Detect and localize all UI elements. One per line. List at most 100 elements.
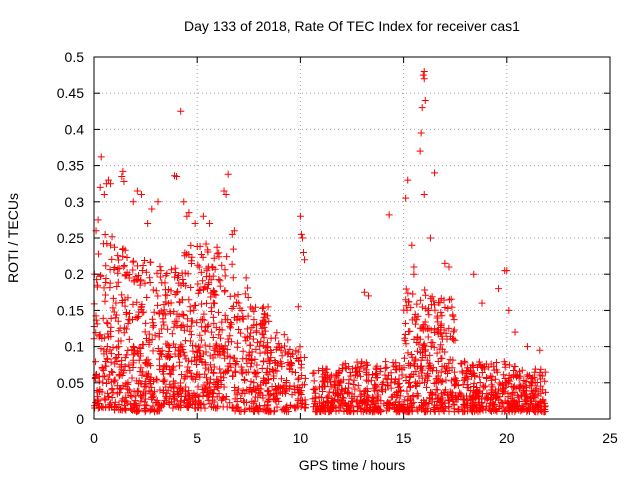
data-point bbox=[436, 345, 444, 353]
data-point bbox=[92, 329, 100, 337]
data-point bbox=[155, 329, 163, 337]
data-point bbox=[123, 351, 131, 359]
y-tick-label: 0.4 bbox=[65, 121, 85, 137]
data-point bbox=[423, 356, 431, 364]
data-point bbox=[437, 323, 445, 331]
data-point bbox=[319, 378, 327, 386]
data-point bbox=[529, 387, 537, 395]
data-point bbox=[160, 400, 168, 408]
data-point bbox=[152, 399, 160, 407]
data-point bbox=[395, 380, 403, 388]
data-point bbox=[437, 354, 445, 362]
data-point bbox=[221, 287, 229, 295]
data-point bbox=[235, 407, 243, 415]
data-point bbox=[194, 280, 202, 288]
data-point bbox=[271, 407, 279, 415]
data-point bbox=[527, 382, 535, 390]
data-point bbox=[124, 320, 132, 328]
data-point bbox=[120, 178, 128, 186]
data-point bbox=[428, 398, 436, 406]
data-point bbox=[210, 398, 218, 406]
data-point bbox=[382, 358, 390, 366]
data-point bbox=[433, 367, 441, 375]
data-point bbox=[245, 349, 253, 357]
data-point bbox=[505, 306, 513, 314]
data-point bbox=[250, 368, 258, 376]
data-point bbox=[250, 321, 258, 329]
data-point bbox=[137, 344, 145, 352]
data-point bbox=[250, 399, 258, 407]
data-point bbox=[134, 262, 142, 270]
data-point bbox=[110, 243, 118, 251]
data-point bbox=[259, 394, 267, 402]
data-point bbox=[109, 368, 117, 376]
data-point bbox=[384, 371, 392, 379]
data-point bbox=[216, 277, 224, 285]
data-point bbox=[206, 400, 214, 408]
data-point bbox=[196, 331, 204, 339]
data-point bbox=[166, 370, 174, 378]
data-point bbox=[286, 364, 294, 372]
data-point bbox=[421, 405, 429, 413]
data-point bbox=[198, 336, 206, 344]
data-point bbox=[294, 348, 302, 356]
data-point bbox=[167, 266, 175, 274]
data-point bbox=[425, 372, 433, 380]
data-point bbox=[108, 255, 116, 263]
data-point bbox=[312, 403, 320, 411]
data-point bbox=[424, 307, 432, 315]
data-point bbox=[185, 395, 193, 403]
data-point bbox=[137, 277, 145, 285]
data-point bbox=[463, 370, 471, 378]
data-point bbox=[135, 344, 143, 352]
data-point bbox=[180, 312, 188, 320]
data-point bbox=[393, 404, 401, 412]
data-point bbox=[201, 341, 209, 349]
data-point bbox=[330, 389, 338, 397]
data-point bbox=[121, 405, 129, 413]
data-point bbox=[421, 378, 429, 386]
data-point bbox=[118, 172, 126, 180]
data-point bbox=[296, 343, 304, 351]
data-point bbox=[357, 363, 365, 371]
data-point bbox=[182, 383, 190, 391]
data-point bbox=[214, 308, 222, 316]
data-point bbox=[310, 386, 318, 394]
data-point bbox=[273, 367, 281, 375]
data-point bbox=[310, 377, 318, 385]
data-point bbox=[141, 279, 149, 287]
data-point bbox=[200, 310, 208, 318]
data-point bbox=[148, 383, 156, 391]
data-point bbox=[238, 370, 246, 378]
data-point bbox=[92, 358, 100, 366]
data-point bbox=[466, 386, 474, 394]
data-point bbox=[138, 371, 146, 379]
data-point bbox=[185, 209, 193, 217]
data-point bbox=[169, 364, 177, 372]
data-point bbox=[161, 396, 169, 404]
data-point bbox=[321, 382, 329, 390]
data-point bbox=[208, 328, 216, 336]
data-point bbox=[350, 376, 358, 384]
data-point bbox=[231, 292, 239, 300]
data-point bbox=[474, 408, 482, 416]
data-point bbox=[275, 398, 283, 406]
data-point bbox=[125, 335, 133, 343]
data-point bbox=[244, 284, 252, 292]
data-point bbox=[252, 387, 260, 395]
data-point bbox=[541, 368, 549, 376]
data-point bbox=[345, 363, 353, 371]
data-point bbox=[114, 252, 122, 260]
data-point bbox=[449, 311, 457, 319]
data-point bbox=[118, 397, 126, 405]
data-point bbox=[387, 379, 395, 387]
data-point bbox=[204, 323, 212, 331]
data-point bbox=[302, 401, 310, 409]
data-point bbox=[529, 405, 537, 413]
data-point bbox=[354, 382, 362, 390]
data-point bbox=[419, 326, 427, 334]
data-point bbox=[253, 327, 261, 335]
data-point bbox=[445, 403, 453, 411]
data-point bbox=[115, 264, 123, 272]
data-point bbox=[501, 383, 509, 391]
